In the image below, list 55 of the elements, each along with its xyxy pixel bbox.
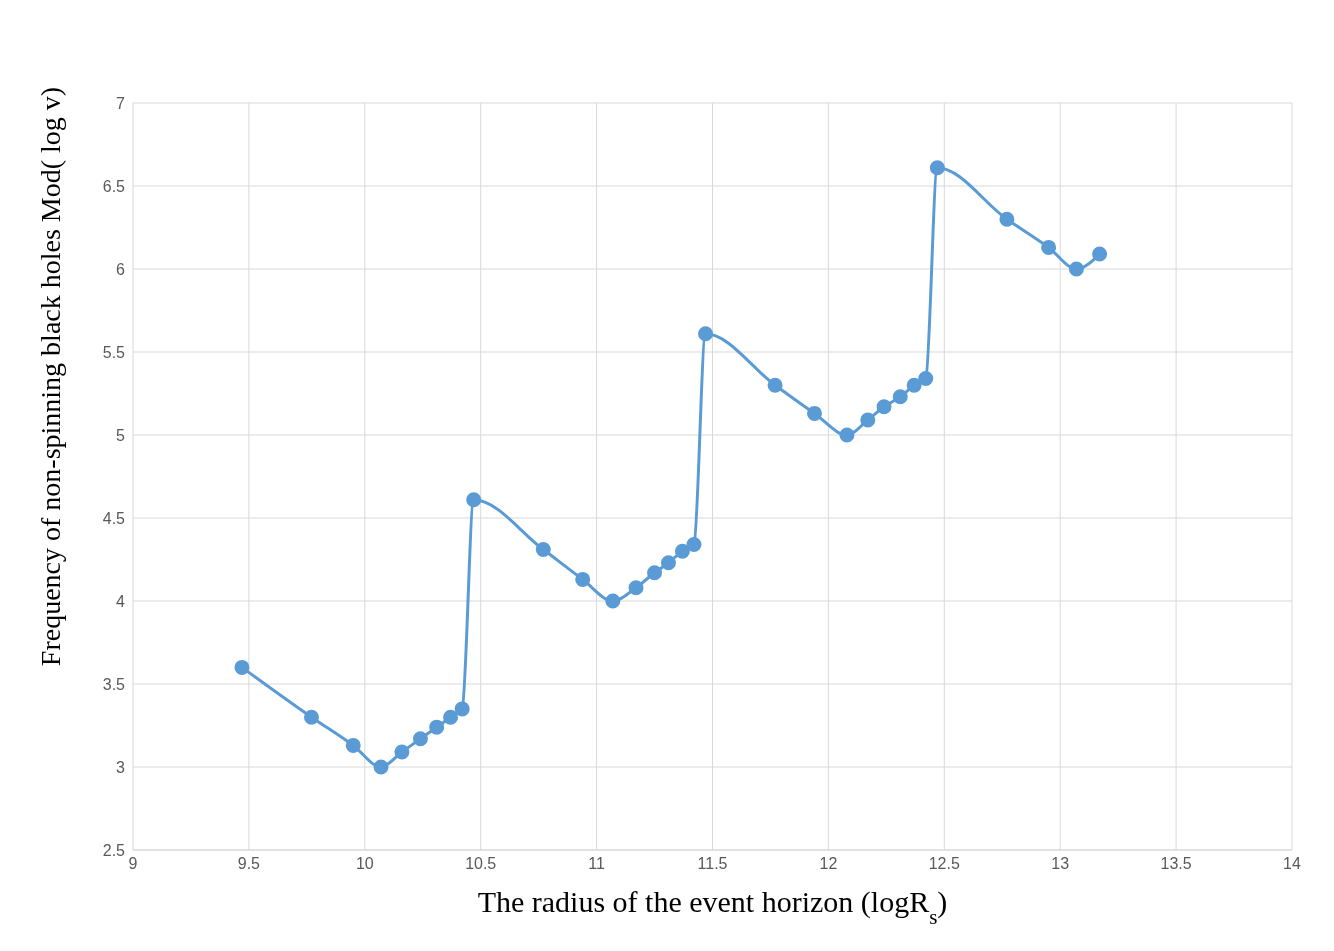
point (806, 405, 822, 421)
point (345, 737, 361, 753)
point (892, 389, 908, 405)
y-tick-label: 5.5 (102, 343, 126, 361)
y-tick-label: 6.5 (102, 177, 126, 195)
y-tick-label: 7 (116, 94, 126, 112)
y-tick-label: 3.5 (102, 675, 126, 693)
point (1068, 261, 1084, 277)
x-tick-label: 14 (1283, 855, 1301, 873)
point (429, 719, 445, 735)
point (674, 543, 690, 559)
y-tick-label: 4.5 (102, 509, 126, 527)
point (860, 412, 876, 428)
y-tick-label: 5 (116, 426, 126, 444)
point (303, 709, 319, 725)
x-tick-label: 13.5 (1160, 855, 1192, 873)
x-axis-title: The radius of the event horizon (logR$_{s}$) (477, 885, 948, 929)
x-tick-label: 12.5 (928, 855, 960, 873)
point (466, 492, 482, 508)
point (605, 593, 621, 609)
point (628, 580, 644, 596)
x-tick-label: 12 (819, 855, 838, 873)
point (686, 537, 702, 553)
point (839, 427, 855, 443)
point (767, 377, 783, 393)
point (999, 211, 1015, 227)
point (647, 565, 663, 581)
point (443, 709, 459, 725)
point (373, 759, 389, 775)
point (906, 377, 922, 393)
point (412, 731, 428, 747)
point (454, 701, 470, 717)
x-tick-label: 13 (1051, 855, 1070, 873)
point (918, 371, 934, 387)
point (698, 326, 714, 342)
y-axis-title: Frequency of non-spinning black holes Mod( log v) (35, 86, 66, 667)
point (535, 542, 551, 558)
x-tick-label: 9.5 (237, 855, 261, 873)
y-tick-label: 4 (116, 592, 126, 610)
point (929, 160, 945, 176)
x-tick-label: 11.5 (697, 855, 728, 873)
point (1092, 246, 1108, 262)
point (394, 744, 410, 760)
x-tick-label: 10.5 (465, 855, 497, 873)
point (660, 555, 676, 571)
x-tick-label: 9 (128, 855, 138, 873)
point (1041, 239, 1057, 255)
y-tick-label: 6 (116, 260, 126, 278)
y-tick-label: 2.5 (102, 841, 126, 859)
point (575, 571, 591, 587)
y-tick-label: 3 (116, 758, 126, 776)
point (876, 399, 892, 415)
x-tick-label: 11 (588, 855, 606, 873)
point (234, 659, 250, 675)
x-tick-label: 10 (355, 855, 374, 873)
